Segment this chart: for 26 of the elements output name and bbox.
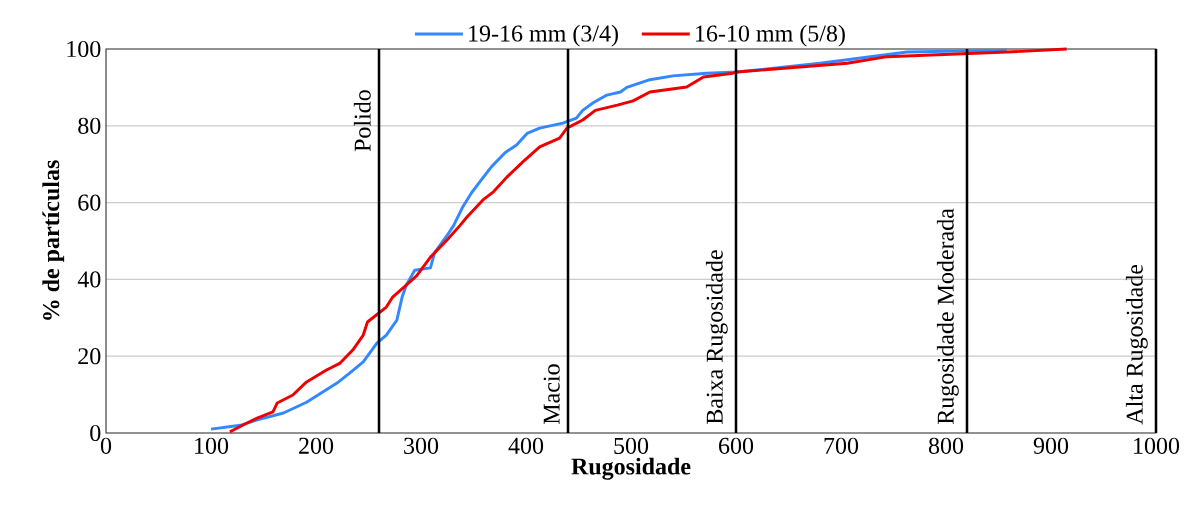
x-tick-label: 700 [824,437,859,454]
x-tick-label: 600 [719,437,754,454]
ref-line-label: Macio [543,364,560,425]
x-axis-title: Rugosidade [571,457,691,480]
x-tick-label: 500 [614,437,649,454]
ref-line-label: Polido [353,90,371,152]
y-tick-label: 0 [90,424,101,442]
x-tick-label: 0 [100,437,112,454]
ref-line-label: Rugosidade Moderada [936,208,959,425]
x-tick-label: 800 [928,437,964,454]
x-tick-label: 400 [508,437,544,454]
y-tick-label: 60 [78,194,101,211]
x-tick-label: 1000 [1134,437,1180,454]
y-tick-label: 80 [78,117,101,134]
legend-label: 19-16 mm (3/4) [469,24,618,47]
x-tick-label: 300 [404,437,439,454]
x-tick-label: 100 [195,437,229,454]
y-tick-label: 20 [78,348,101,365]
x-tick-label: 900 [1033,437,1069,454]
y-tick-label: 40 [77,271,101,288]
y-tick-label: 100 [67,40,101,58]
x-tick-label: 200 [299,437,334,454]
legend-label: 16-10 mm (5/8) [696,24,845,47]
ref-line-label: Alta Rugosidade [1125,264,1148,425]
y-axis-title: % de partículas [42,160,65,320]
ref-line-label: Baixa Rugosidade [705,250,728,425]
